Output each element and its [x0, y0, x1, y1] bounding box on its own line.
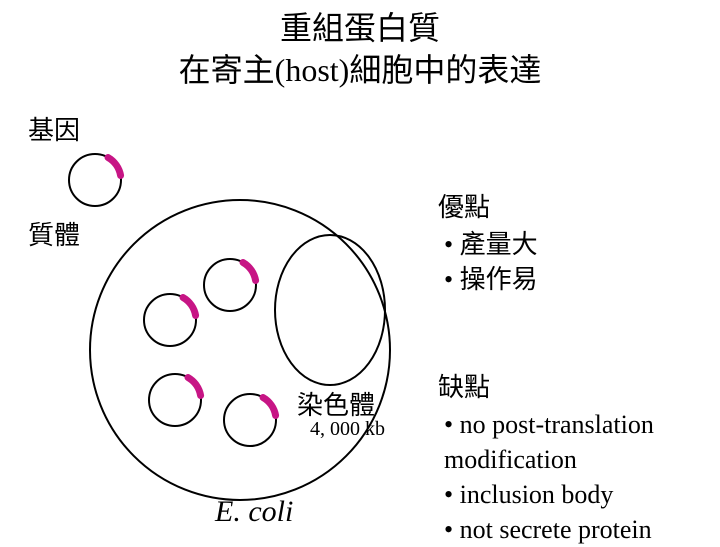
disadvantages-block: 缺點 • no post-translation modification • … — [438, 370, 654, 547]
gene-insert — [188, 377, 201, 395]
plasmid — [224, 394, 276, 446]
plasmid — [204, 259, 256, 311]
label-gene: 基因 — [28, 110, 80, 147]
gene-insert — [108, 157, 121, 175]
disadvantage-item-0: • no post-translation — [438, 407, 654, 442]
disadvantage-item-3: • not secrete protein — [438, 512, 654, 547]
disadvantages-header: 缺點 — [438, 370, 654, 405]
plasmid — [149, 374, 201, 426]
disadvantage-item-1: modification — [438, 442, 654, 477]
plasmid — [69, 154, 121, 206]
gene-insert — [243, 262, 256, 280]
plasmid — [144, 294, 196, 346]
label-chromosome-size: 4, 000 kb — [310, 418, 385, 441]
label-organism: E. coli — [215, 495, 293, 529]
nucleoid — [275, 235, 385, 385]
advantage-item-1: • 操作易 — [438, 262, 538, 297]
advantage-item-0: • 產量大 — [438, 227, 538, 262]
cell-membrane — [90, 200, 390, 500]
advantages-header: 優點 — [438, 190, 538, 225]
page-title: 重組蛋白質 在寄主(host)細胞中的表達 — [0, 8, 720, 91]
gene-insert — [263, 397, 276, 415]
label-chromosome: 染色體 — [297, 385, 375, 422]
gene-insert — [183, 297, 196, 315]
title-line1: 重組蛋白質 — [280, 10, 440, 46]
title-line2: 在寄主(host)細胞中的表達 — [179, 52, 542, 88]
label-plasmid: 質體 — [28, 215, 80, 252]
disadvantage-item-2: • inclusion body — [438, 477, 654, 512]
advantages-block: 優點 • 產量大 • 操作易 — [438, 190, 538, 297]
